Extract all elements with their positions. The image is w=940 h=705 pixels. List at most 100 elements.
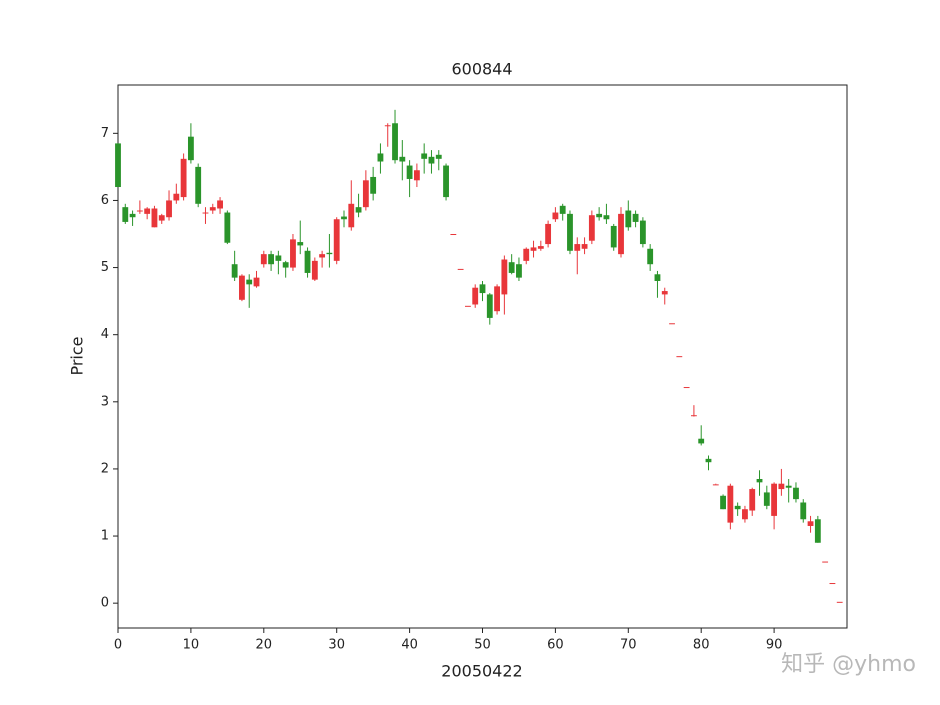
x-tick-label: 0 [114, 638, 122, 653]
candle-body [793, 487, 799, 500]
candle-body [661, 291, 668, 295]
x-tick-label: 80 [693, 638, 710, 653]
candle-body [807, 521, 814, 526]
candle-body [581, 244, 588, 249]
y-tick-label: 6 [101, 193, 109, 208]
x-tick-label: 40 [401, 638, 418, 653]
plot-frame [117, 84, 848, 629]
candle-body [596, 213, 603, 218]
candle-body [239, 275, 245, 300]
candle-body [187, 136, 194, 161]
candle-body [180, 158, 187, 198]
candle-body [508, 262, 515, 273]
candle-body [639, 220, 646, 245]
candle-body [588, 215, 595, 241]
candle-body [705, 458, 712, 463]
candle-body [450, 234, 457, 236]
candle-body [399, 156, 406, 162]
candle-body [545, 223, 552, 245]
candle-body [756, 478, 763, 483]
candle-body [465, 305, 471, 307]
candle-body [822, 561, 829, 563]
candle-body [260, 254, 267, 265]
y-axis-label: Price [68, 336, 87, 375]
candle-body [742, 509, 748, 520]
candle-body [290, 239, 296, 268]
candle-body [486, 294, 493, 318]
candle-body [151, 208, 158, 228]
candle-body [268, 254, 275, 265]
candle-body [144, 208, 151, 214]
y-tick-label: 1 [101, 529, 109, 544]
candle-body [771, 483, 778, 516]
candle-body [202, 212, 209, 214]
candle-body [763, 492, 770, 506]
y-tick-label: 7 [101, 126, 109, 141]
candle-body [472, 287, 479, 305]
candle-body [530, 247, 537, 251]
candle-body [457, 268, 464, 270]
candle-body [413, 170, 420, 181]
candle-body [720, 495, 726, 510]
candle-body [552, 212, 559, 220]
y-tick-label: 0 [101, 596, 109, 611]
candle-body [224, 212, 231, 243]
candle-body [217, 200, 223, 209]
candle-body [516, 264, 522, 278]
x-tick-label: 10 [183, 638, 200, 653]
candle-body [727, 485, 734, 523]
candle-body [231, 264, 238, 278]
candle-body [377, 153, 384, 162]
candle-body [749, 489, 756, 511]
candle-body [632, 213, 639, 222]
x-tick-label: 20 [256, 638, 273, 653]
candle-body [275, 255, 282, 261]
candle-body [698, 438, 705, 444]
candle-body [326, 252, 333, 255]
candle-body [348, 203, 355, 228]
candle-body [319, 254, 326, 258]
y-tick-label: 3 [101, 394, 109, 409]
candle-body [195, 166, 202, 204]
y-tick-label: 2 [101, 461, 109, 476]
candle-body [537, 246, 544, 249]
candle-body [209, 207, 216, 211]
candle-body [800, 502, 807, 520]
x-tick-label: 70 [620, 638, 637, 653]
candle-body [341, 216, 347, 220]
chart-title: 600844 [451, 60, 512, 79]
candle-body [734, 505, 741, 510]
candle-body [304, 250, 311, 273]
candle-body [574, 244, 581, 251]
x-tick-label: 60 [547, 638, 564, 653]
candle-body [603, 215, 610, 220]
candle-body [122, 207, 129, 222]
candle-body [443, 165, 449, 198]
candle-body [785, 485, 792, 488]
candle-body [428, 156, 435, 164]
candle-body [829, 583, 836, 585]
candle-body [494, 286, 500, 312]
x-tick-label: 30 [328, 638, 345, 653]
candle-body [523, 248, 530, 261]
candle-body [618, 213, 624, 255]
candle-body [501, 259, 508, 295]
candle-body [136, 210, 143, 212]
y-tick-label: 5 [101, 260, 109, 275]
candle-body [253, 277, 260, 287]
candle-body [567, 213, 573, 251]
candle-body [384, 125, 391, 127]
candle-body [778, 483, 785, 490]
candle-body [479, 284, 486, 294]
candle-body [690, 415, 697, 417]
candle-body [421, 153, 428, 159]
candle-body [282, 262, 289, 268]
x-tick-label: 90 [766, 638, 783, 653]
candle-body [311, 260, 318, 280]
candle-body [297, 242, 304, 246]
candle-body [435, 154, 442, 159]
candle-body [647, 248, 654, 265]
y-tick-label: 4 [101, 327, 109, 342]
candle-body [610, 225, 617, 248]
